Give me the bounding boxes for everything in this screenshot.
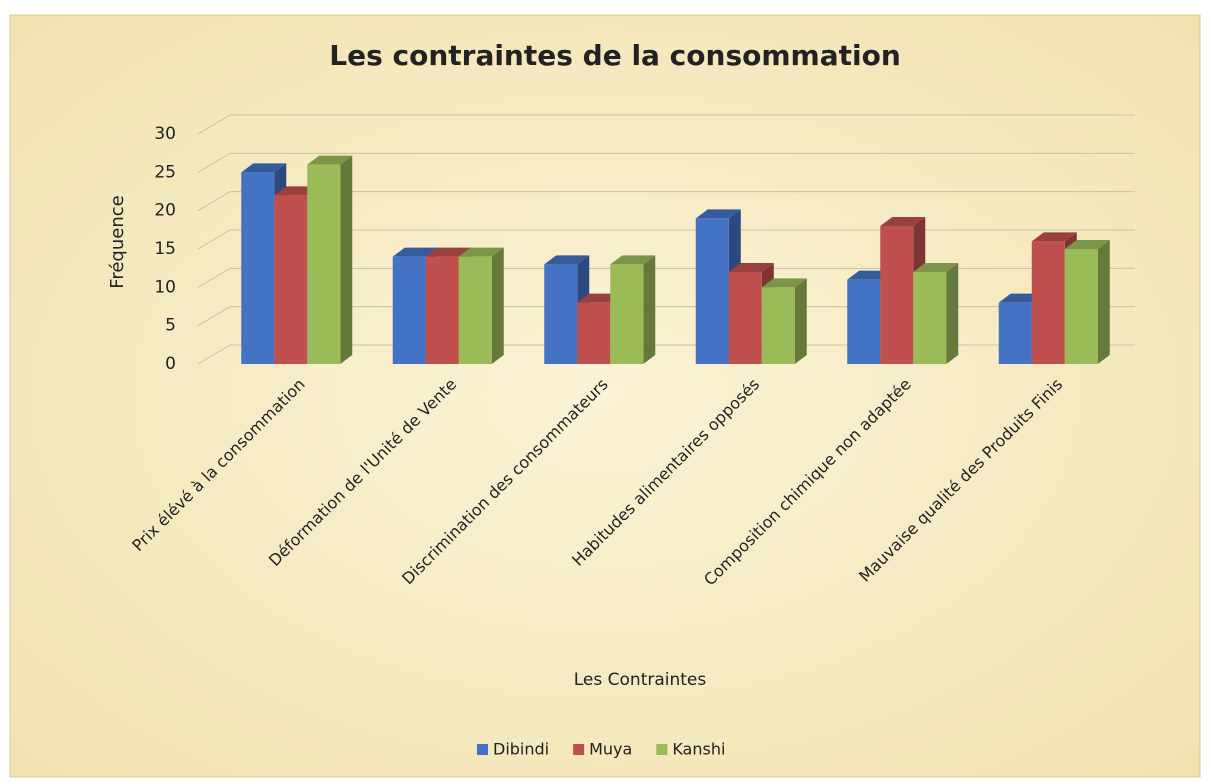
- y-tick-label: 10: [154, 277, 176, 297]
- bar-front: [880, 226, 914, 364]
- x-axis-title: Les Contraintes: [574, 670, 707, 690]
- bar-top: [761, 278, 807, 288]
- bar-front: [577, 302, 611, 364]
- bar-top: [425, 247, 471, 257]
- grid-line: [197, 306, 1135, 327]
- bar-side: [643, 255, 656, 364]
- legend-swatch: [656, 744, 668, 755]
- legend-label: Kanshi: [672, 740, 725, 759]
- y-tick-label: 5: [165, 316, 176, 336]
- bar-top: [728, 263, 774, 272]
- bar-top: [544, 255, 590, 265]
- grid-line: [197, 344, 1135, 365]
- bar: [610, 255, 656, 364]
- y-tick-label: 0: [165, 354, 176, 374]
- bar-front: [998, 302, 1032, 364]
- bar-top: [610, 255, 656, 265]
- bar-side: [1097, 240, 1110, 364]
- bar-front: [425, 256, 459, 364]
- bar-side: [946, 263, 959, 364]
- y-tick-label: 15: [154, 239, 176, 259]
- chart-title: Les contraintes de la consommation: [329, 39, 901, 72]
- bar-front: [1064, 249, 1098, 364]
- y-axis-title: Fréquence: [107, 195, 128, 288]
- bar-side: [340, 155, 353, 364]
- bar-top: [241, 163, 287, 173]
- bar: [544, 255, 590, 364]
- bar-top: [913, 263, 959, 272]
- legend-label: Dibindi: [493, 740, 549, 759]
- bar-top: [880, 217, 926, 226]
- bar-top: [1064, 240, 1110, 249]
- grid-line: [197, 267, 1135, 288]
- y-tick-label: 25: [154, 162, 176, 182]
- grid-line: [197, 191, 1135, 212]
- bar-side: [794, 278, 807, 364]
- bar: [1064, 240, 1110, 364]
- bar-front: [761, 287, 795, 364]
- bar-side: [491, 247, 504, 364]
- bar: [307, 155, 353, 364]
- bar-front: [307, 164, 341, 364]
- bar-top: [695, 209, 741, 219]
- bar-front: [1031, 241, 1065, 364]
- legend-swatch: [477, 744, 488, 755]
- y-tick-label: 30: [154, 124, 176, 144]
- bar-front: [274, 195, 308, 364]
- bar-front: [392, 256, 426, 364]
- legend-label: Muya: [589, 740, 632, 759]
- y-tick-label: 20: [154, 201, 176, 221]
- bar: [458, 247, 504, 364]
- bar-front: [544, 264, 578, 364]
- bar-top: [1031, 232, 1077, 242]
- bar: [913, 263, 959, 364]
- grid-line: [197, 114, 1135, 135]
- bar-front: [695, 218, 729, 364]
- bar-front: [458, 256, 492, 364]
- legend-swatch: [573, 744, 585, 755]
- bar-top: [307, 155, 353, 165]
- bar-top: [392, 247, 438, 257]
- bar-front: [847, 279, 881, 364]
- bar-front: [610, 264, 644, 364]
- bar-top: [458, 247, 504, 257]
- bar-front: [728, 272, 762, 364]
- bar-front: [241, 172, 275, 364]
- bar-front: [913, 272, 947, 364]
- grid-line: [197, 229, 1135, 250]
- bar: [761, 278, 807, 364]
- chart-background: [9, 14, 1201, 778]
- grid-line: [197, 152, 1135, 173]
